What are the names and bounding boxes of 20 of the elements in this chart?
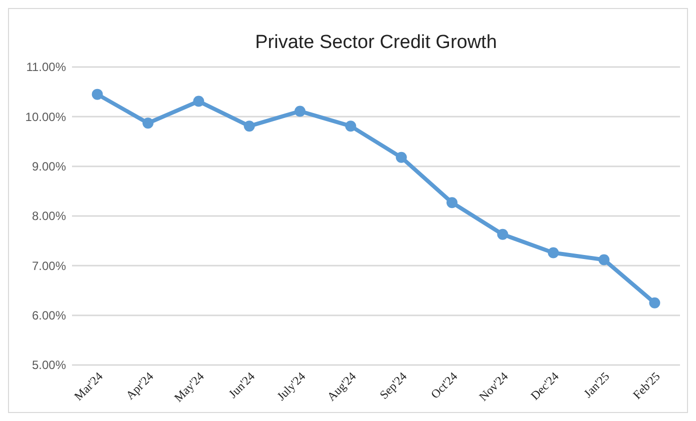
point: [193, 96, 204, 107]
point: [649, 297, 660, 308]
y-tick-label: 7.00%: [32, 258, 66, 273]
y-tick-label: 5.00%: [32, 358, 66, 372]
point: [497, 228, 508, 240]
point: [244, 120, 255, 132]
y-tick-label: 11.00%: [26, 60, 66, 74]
y-tick-label: 9.00%: [32, 160, 66, 174]
point: [294, 106, 306, 117]
chart-title: Private Sector Credit Growth: [255, 32, 497, 53]
point: [345, 120, 356, 132]
point: [92, 88, 103, 100]
y-tick-label: 6.00%: [32, 308, 66, 323]
point: [548, 247, 559, 258]
y-tick-label: 10.00%: [25, 110, 66, 124]
point: [142, 118, 154, 129]
point: [446, 197, 458, 208]
point: [396, 152, 407, 163]
point: [598, 254, 610, 266]
y-tick-label: 8.00%: [32, 209, 66, 224]
